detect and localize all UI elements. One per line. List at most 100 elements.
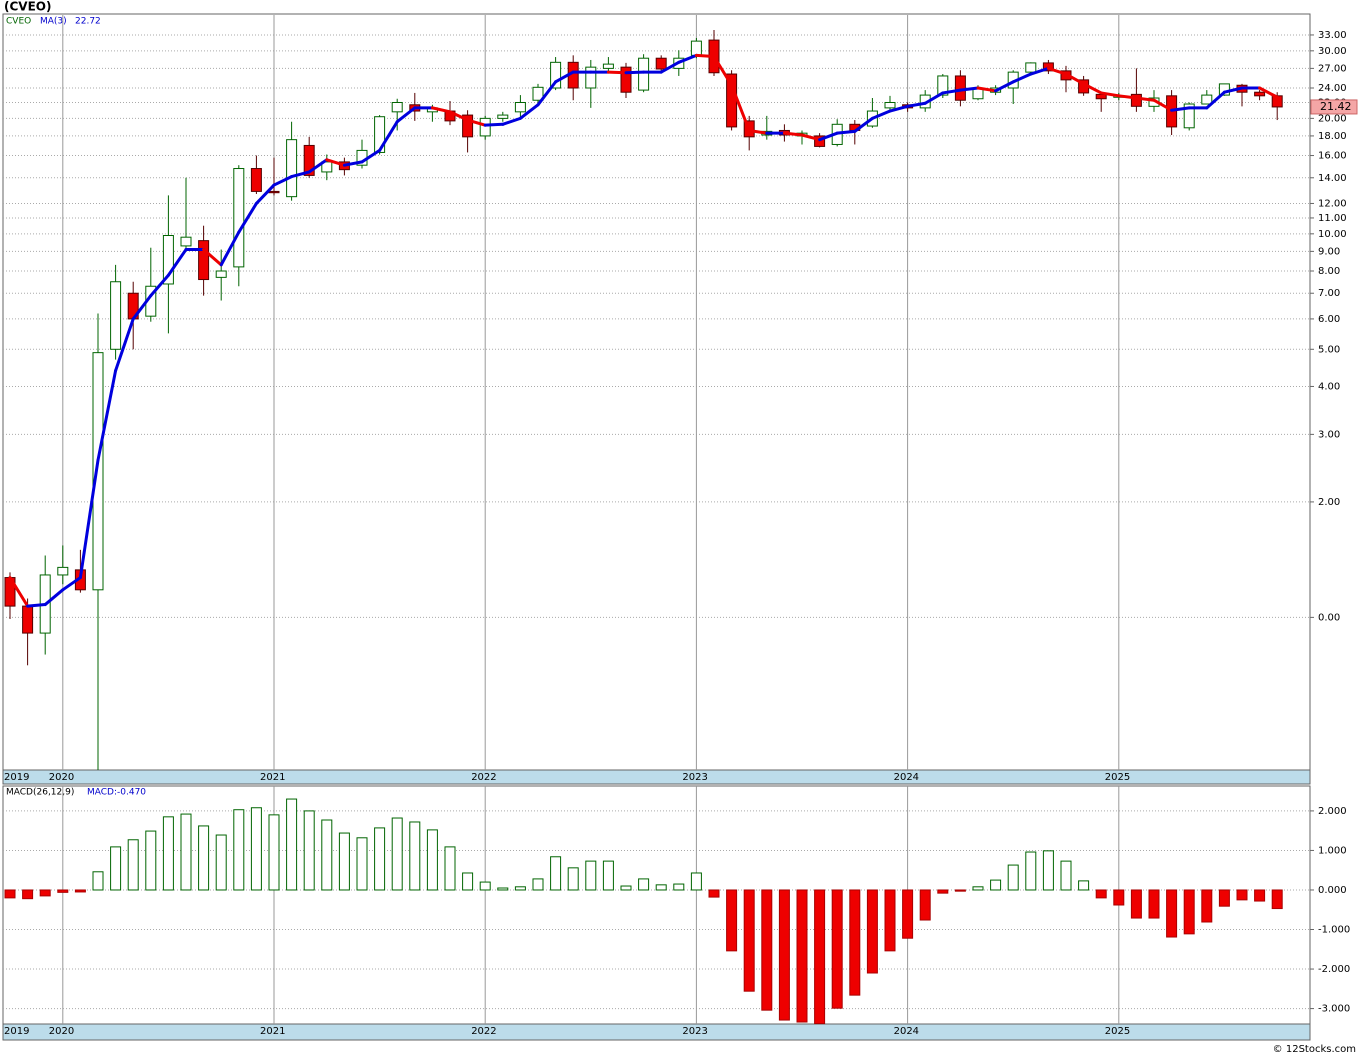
candle-body <box>233 168 245 268</box>
macd-bar <box>180 813 192 891</box>
macd-bar <box>690 872 702 891</box>
macd-bar <box>1042 850 1054 891</box>
ma-segment <box>1064 72 1086 86</box>
x-tick-label: 2020 <box>49 1026 74 1037</box>
macd-bar <box>57 889 69 893</box>
y-tick-label: 27.00 <box>1318 63 1347 74</box>
macd-bar <box>866 889 878 974</box>
ma-segment <box>782 131 804 137</box>
candle-body <box>1130 93 1142 107</box>
ma-segment <box>254 183 276 205</box>
ma-segment <box>694 53 716 58</box>
legend-ma: MA(3) <box>40 17 67 27</box>
macd-bar <box>1166 889 1178 938</box>
ma-segment <box>554 70 575 84</box>
candle-body <box>162 235 174 285</box>
legend-macd: MACD(26,12,9) <box>6 788 74 798</box>
ma-segment <box>958 86 980 92</box>
x-tick-label: 2024 <box>894 772 919 783</box>
ma-segment <box>61 576 82 592</box>
ma-segment <box>536 80 558 107</box>
macd-bar <box>1201 889 1213 923</box>
y-tick-label: 16.00 <box>1318 151 1347 162</box>
macd-bar <box>849 889 861 996</box>
ma-segment <box>906 101 927 108</box>
macd-bar <box>638 878 650 891</box>
ma-segment <box>448 110 470 122</box>
ma-segment <box>1152 98 1174 112</box>
y-tick-label: 33.00 <box>1318 30 1347 41</box>
x-axis-band <box>2 1023 1311 1041</box>
ma-segment <box>219 230 241 267</box>
ma-segment <box>43 588 65 607</box>
ma-segment <box>8 576 30 608</box>
ma-segment <box>1170 106 1191 112</box>
y-tick-label: 0.00 <box>1318 612 1340 623</box>
ma-segment <box>747 128 769 135</box>
candle-body <box>954 75 966 101</box>
candle-body <box>462 114 474 138</box>
macd-bar <box>602 860 614 891</box>
macd-bar <box>22 889 34 900</box>
candle-body <box>321 161 333 173</box>
ma-segment <box>853 116 874 133</box>
ma-segment <box>237 201 258 234</box>
macd-bar <box>954 889 966 892</box>
candle-body <box>303 144 315 176</box>
candle-body <box>22 605 34 634</box>
macd-bar <box>673 883 685 891</box>
y-tick-label: 5.00 <box>1318 344 1340 355</box>
candle-body <box>585 66 597 89</box>
ma-segment <box>114 317 135 373</box>
ma-segment <box>466 118 487 127</box>
ma-segment <box>149 273 170 298</box>
candle-body <box>1183 103 1195 129</box>
candle-body <box>391 101 403 113</box>
x-tick-label: 2019 <box>4 1026 29 1037</box>
macd-bar <box>250 807 262 891</box>
x-tick-label: 2022 <box>471 1026 496 1037</box>
macd-bar <box>761 889 773 1011</box>
macd-bar <box>620 885 632 891</box>
ma-segment <box>78 458 100 580</box>
ma-segment <box>818 131 839 142</box>
ma-segment <box>1222 86 1244 94</box>
candle-body <box>690 40 702 56</box>
candle-body <box>814 135 826 147</box>
macd-bar <box>303 810 315 891</box>
macd-bar <box>919 889 931 921</box>
ma-segment <box>202 248 223 267</box>
macd-bar <box>4 889 16 899</box>
candle-body <box>532 86 544 101</box>
macd-bar <box>338 832 350 891</box>
legend-ma-value: 22.72 <box>75 17 101 27</box>
x-tick-label: 2020 <box>49 772 74 783</box>
ma-segment <box>659 60 681 74</box>
candle-body <box>92 352 104 591</box>
macd-bar <box>162 816 174 891</box>
ma-segment <box>290 170 311 179</box>
candle-body <box>1025 62 1037 73</box>
x-tick-label: 2022 <box>471 772 496 783</box>
macd-bar <box>884 889 896 952</box>
ma-segment <box>1011 72 1033 84</box>
ma-segment <box>1029 66 1050 76</box>
macd-bar <box>532 878 544 891</box>
ma-segment <box>1046 66 1068 76</box>
macd-bar <box>1130 889 1142 919</box>
macd-bar <box>514 886 526 891</box>
y-tick-label: -2.000 <box>1318 964 1350 975</box>
candle-body <box>638 57 650 91</box>
candle-body <box>1201 94 1213 105</box>
y-tick-label: 6.00 <box>1318 314 1340 325</box>
macd-bar <box>462 872 474 891</box>
macd-bar <box>1025 851 1037 891</box>
y-tick-label: 2.000 <box>1318 806 1347 817</box>
macd-bar <box>814 889 826 1025</box>
y-tick-label: 24.00 <box>1318 83 1347 94</box>
candle-body <box>550 61 562 89</box>
credit: © 12Stocks.com <box>1273 1044 1356 1055</box>
y-tick-label: 14.00 <box>1318 173 1347 184</box>
macd-bar <box>127 839 139 891</box>
